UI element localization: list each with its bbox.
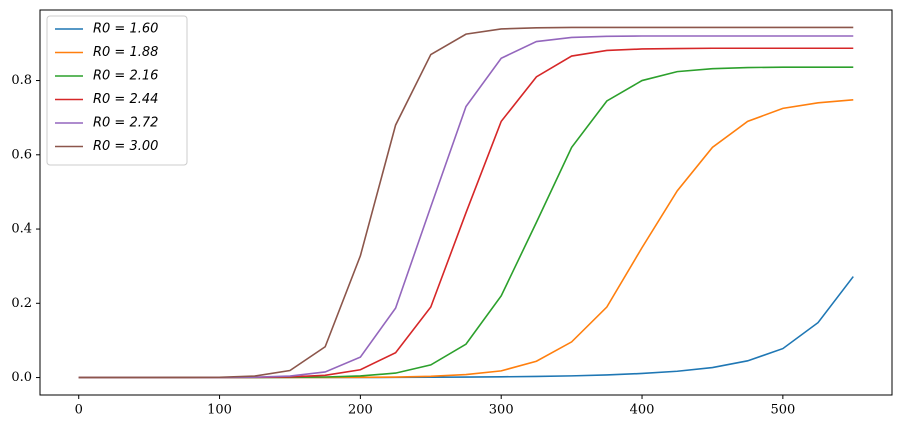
plot-frame [39, 9, 893, 396]
legend-label: R0 = 1.60 [93, 22, 158, 37]
x-tick-label: 100 [207, 403, 232, 418]
series-line [78, 26, 854, 379]
x-tick-label: 400 [630, 403, 655, 418]
y-tick-label: 0.4 [11, 222, 32, 237]
legend-label: R0 = 2.72 [93, 116, 158, 131]
x-tick-label: 500 [770, 403, 795, 418]
legend-label: R0 = 2.16 [93, 69, 158, 84]
y-tick-label: 0.2 [11, 296, 32, 311]
legend-label: R0 = 2.44 [93, 92, 158, 107]
x-tick-label: 0 [75, 403, 83, 418]
x-tick-label: 200 [348, 403, 373, 418]
series-line [78, 99, 854, 379]
y-tick-label: 0.6 [11, 147, 32, 162]
legend: R0 = 1.60 R0 = 1.88 R0 = 2.16 R0 = 2.44 R0 =… [46, 15, 188, 166]
legend-label: R0 = 3.00 [93, 139, 158, 154]
series-line [78, 35, 854, 379]
series-line [78, 276, 854, 379]
y-tick-label: 0.8 [11, 73, 32, 88]
x-tick-label: 300 [489, 403, 514, 418]
y-tick-label: 0.0 [11, 370, 32, 385]
legend-label: R0 = 1.88 [93, 45, 158, 60]
series-line [78, 47, 854, 379]
series-line [78, 66, 854, 379]
